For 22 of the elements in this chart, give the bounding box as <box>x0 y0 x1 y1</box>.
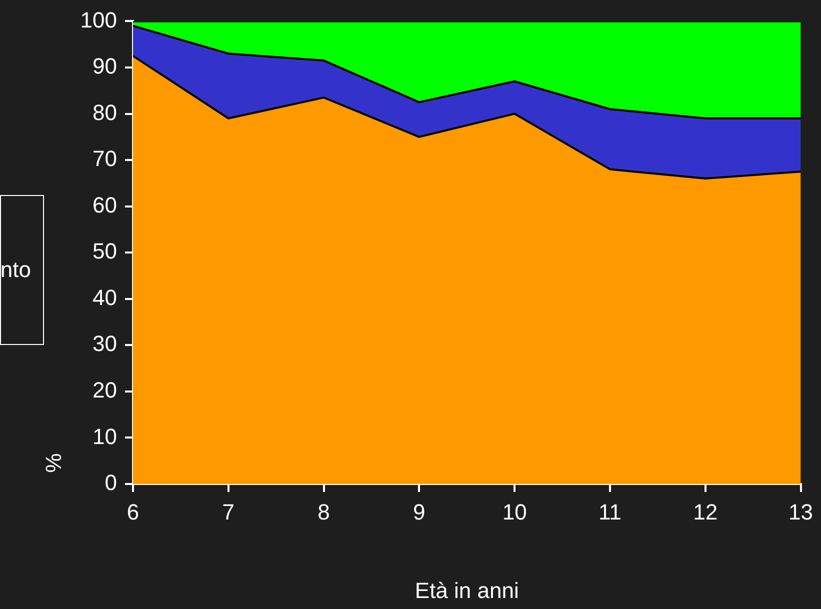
y-tick-label: 70 <box>92 146 117 172</box>
x-tick-label: 11 <box>598 499 622 524</box>
y-tick-label: 30 <box>92 331 117 356</box>
y-tick-label: 80 <box>92 100 117 125</box>
y-axis-title: % <box>41 453 66 473</box>
x-tick-label: 13 <box>788 499 814 524</box>
x-tick-label: 12 <box>693 499 718 524</box>
x-tick-label: 9 <box>413 499 426 524</box>
x-tick-label: 7 <box>222 499 235 524</box>
y-tick-label: 50 <box>92 238 117 264</box>
x-tick-label: 8 <box>318 499 330 524</box>
y-tick-label: 60 <box>92 192 117 218</box>
x-tick-label: 6 <box>126 499 140 524</box>
x-tick-label: 10 <box>502 499 527 524</box>
text: nto <box>0 195 44 345</box>
y-tick-label: 100 <box>80 7 117 32</box>
y-tick-label: 20 <box>92 378 117 403</box>
y-tick-label: 10 <box>92 424 117 449</box>
y-tick-label: 90 <box>92 54 117 79</box>
y-tick-label: 40 <box>92 284 117 310</box>
y-tick-label: 0 <box>104 470 117 496</box>
x-axis-title: Età in anni <box>414 578 519 603</box>
